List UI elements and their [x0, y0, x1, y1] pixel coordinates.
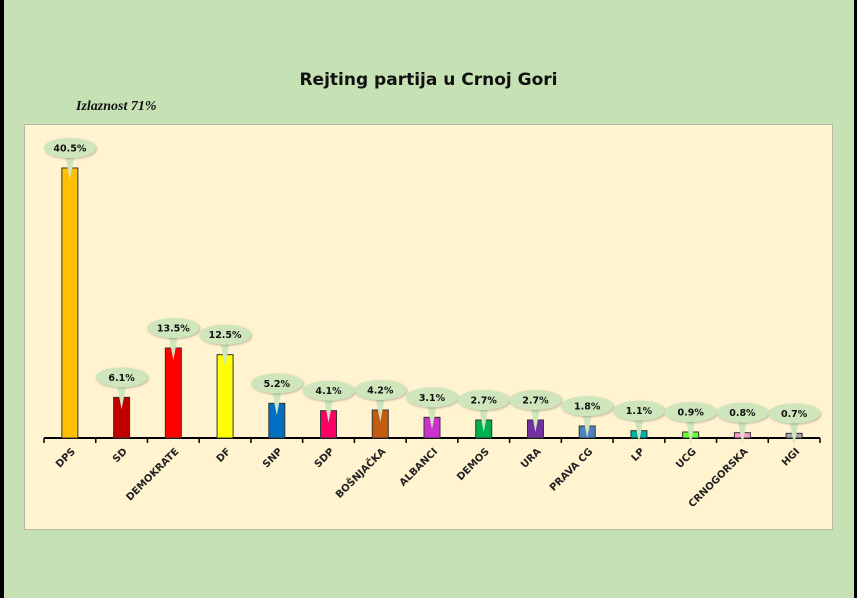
- data-label-bubble: [147, 318, 200, 338]
- data-label-bubble: [354, 380, 407, 400]
- data-label-bubble: [43, 138, 96, 158]
- data-label-pointer: [789, 419, 800, 446]
- data-label-pointer: [323, 396, 334, 423]
- data-label: 13.5%: [157, 324, 190, 335]
- data-label-bubble: [768, 403, 821, 424]
- data-label: 4.1%: [315, 386, 342, 397]
- data-label: 2.7%: [522, 396, 549, 407]
- data-label-pointer: [427, 403, 437, 430]
- data-label-bubble: [95, 367, 148, 388]
- x-tick-label: DPS: [54, 446, 78, 470]
- data-label-pointer: [530, 406, 541, 432]
- chart-title: Rejting partija u Crnoj Gori: [299, 70, 558, 90]
- bar-dps: [61, 167, 79, 439]
- x-tick-label: DEMOKRATE: [124, 446, 181, 503]
- x-tick-label: DF: [215, 446, 233, 464]
- data-label: 6.1%: [108, 373, 135, 384]
- data-label-pointer: [271, 389, 282, 416]
- window-edge-right: [854, 0, 857, 598]
- data-label-bubble: [302, 380, 355, 401]
- data-label: 3.1%: [419, 393, 446, 404]
- data-label-bubble: [457, 390, 510, 410]
- data-label-pointer: [64, 154, 75, 180]
- data-label-bubble: [406, 387, 458, 408]
- data-label-bubble: [561, 396, 614, 416]
- window-edge-left: [0, 0, 4, 598]
- x-tick-label: BOŠNJAČKA: [333, 445, 389, 501]
- data-label-pointer: [478, 406, 489, 432]
- data-label: 1.1%: [626, 406, 653, 417]
- data-label-bubble: [716, 402, 769, 423]
- data-label-bubble: [250, 373, 303, 394]
- data-label-pointer: [633, 416, 644, 443]
- data-label: 4.2%: [367, 386, 394, 397]
- data-label: 2.7%: [471, 396, 498, 407]
- data-label-pointer: [220, 340, 231, 367]
- x-tick-label: LP: [630, 446, 647, 463]
- data-label: 5.2%: [264, 379, 291, 390]
- x-tick-label: UCG: [674, 446, 699, 471]
- x-tick-label: HGI: [780, 446, 802, 468]
- data-label: 40.5%: [53, 144, 86, 155]
- data-label-bubble: [664, 402, 717, 422]
- x-tick-label: SD: [111, 446, 130, 465]
- x-tick-label: URA: [519, 446, 544, 471]
- chart-subtitle: Izlaznost 71%: [76, 99, 157, 114]
- data-label: 0.9%: [677, 408, 704, 419]
- bar-demokrate: [164, 347, 182, 439]
- data-label-pointer: [116, 383, 127, 410]
- x-tick-label: DEMOS: [455, 446, 492, 483]
- data-label-bubble: [199, 324, 252, 345]
- data-label-pointer: [685, 418, 696, 444]
- data-label: 1.8%: [574, 402, 601, 413]
- data-label-pointer: [375, 396, 386, 422]
- x-tick-label: ALBANCI: [398, 446, 440, 488]
- data-label-pointer: [737, 418, 748, 445]
- x-tick-label: PRAVA CG: [548, 446, 595, 493]
- data-label: 12.5%: [209, 330, 242, 341]
- bar-df: [216, 354, 234, 439]
- x-tick-label: SDP: [313, 446, 337, 470]
- data-label-bubble: [509, 390, 562, 410]
- x-tick-label: SNP: [261, 446, 285, 470]
- data-label-pointer: [168, 334, 179, 360]
- data-label: 0.7%: [781, 409, 808, 420]
- data-label-bubble: [612, 400, 665, 421]
- data-label: 0.8%: [729, 408, 756, 419]
- data-label-pointer: [582, 412, 593, 438]
